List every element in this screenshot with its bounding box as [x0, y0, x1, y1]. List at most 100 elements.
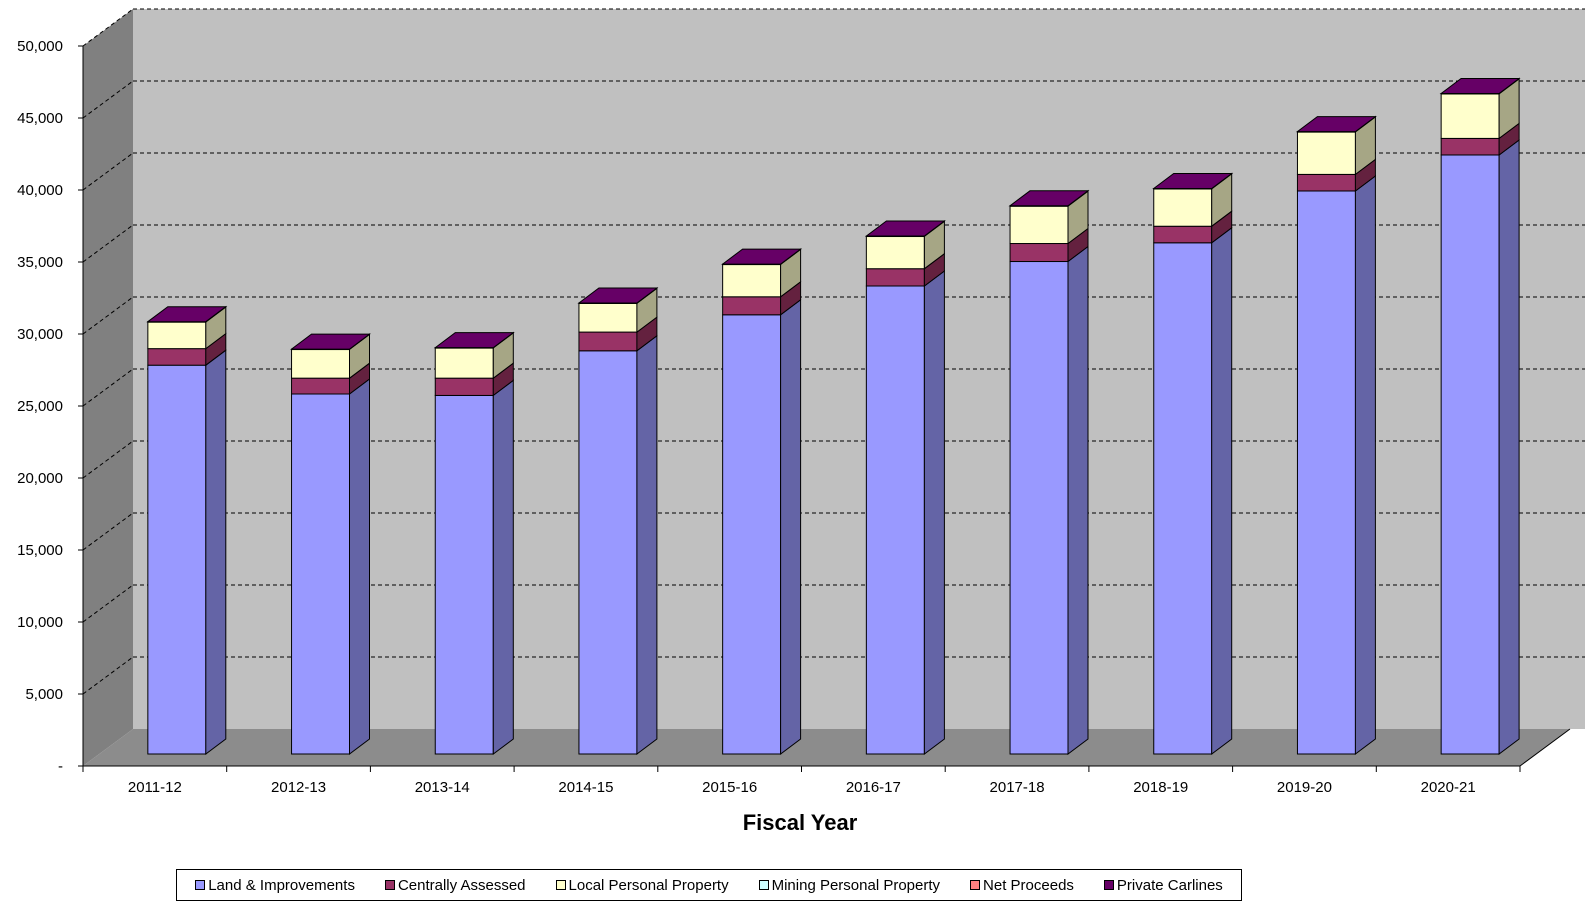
bar-segment-front — [434, 394, 494, 755]
y-tick-label: 10,000 — [17, 614, 63, 631]
y-tick-label: 45,000 — [17, 110, 63, 127]
legend-label: Mining Personal Property — [771, 876, 941, 894]
gridline-side — [82, 512, 134, 551]
y-tick-label: 15,000 — [17, 542, 63, 559]
bar-segment-front — [722, 314, 782, 755]
y-tick-label: 35,000 — [17, 254, 63, 271]
legend-label: Private Carlines — [1116, 876, 1223, 894]
bar-segment-front — [147, 364, 207, 755]
legend-swatch — [758, 880, 769, 890]
bar-segment-front — [865, 235, 925, 270]
bar-segment-front — [1440, 137, 1500, 156]
x-axis-title: Fiscal Year — [743, 810, 858, 835]
floor-edge — [1519, 728, 1571, 767]
bar-top — [433, 332, 515, 349]
x-tick-label: 2014-15 — [558, 779, 613, 796]
bar-segment-side — [1211, 226, 1233, 755]
gridline-side — [82, 8, 134, 47]
legend-item: Local Personal Property — [555, 877, 729, 894]
bar-stack — [577, 287, 659, 755]
bar-top — [1295, 116, 1377, 133]
legend-swatch — [1103, 880, 1114, 890]
bar-segment-front — [1296, 173, 1356, 192]
bar-top — [1439, 78, 1521, 94]
x-tick-label: 2015-16 — [702, 779, 757, 796]
legend-swatch — [555, 880, 566, 890]
bar-segment-front — [291, 348, 351, 379]
bar-top — [721, 248, 803, 265]
x-axis-ticks: 2011-12 2012-13 2013-14 2014-15 2015-16 2016-… — [82, 766, 1521, 796]
bar-segment-front — [578, 350, 638, 755]
legend-swatch — [384, 880, 395, 890]
bar-segment-front — [1296, 131, 1356, 175]
x-tick-label: 2011-12 — [128, 779, 182, 796]
bar-stack — [433, 331, 515, 755]
y-axis-ticks: - 5,000 10,000 15,000 20,000 25,000 30,000 35,0… — [17, 38, 83, 775]
bar-segment-front — [1009, 243, 1069, 263]
y-tick-label: - — [58, 758, 63, 775]
gridline-side — [82, 656, 134, 695]
gridline-side — [82, 296, 134, 335]
bar-segment-front — [291, 393, 351, 755]
legend-swatch — [970, 880, 981, 890]
bar-segment-side — [1498, 139, 1520, 755]
x-tick-label: 2013-14 — [415, 779, 470, 796]
y-tick-label: 40,000 — [17, 182, 63, 199]
x-tick-label: 2017-18 — [990, 779, 1045, 796]
legend-label: Net Proceeds — [983, 876, 1074, 894]
bar-segment-front — [865, 268, 925, 287]
bar-segment-front — [1009, 261, 1069, 755]
legend-item: Net Proceeds — [970, 877, 1074, 894]
bar-segment-front — [1153, 225, 1213, 244]
bar-segment-front — [1153, 188, 1213, 227]
legend-label: Centrally Assessed — [397, 876, 526, 894]
x-tick-label: 2020-21 — [1421, 779, 1476, 796]
gridline-side — [82, 152, 134, 191]
bar-stack — [1439, 77, 1521, 755]
bar-segment-front — [578, 331, 638, 352]
bar-stack — [290, 333, 371, 755]
bar-segment-side — [1354, 175, 1376, 755]
bar-stack — [1008, 189, 1090, 755]
bar-segment-side — [923, 270, 945, 755]
legend-item: Mining Personal Property — [758, 876, 941, 894]
legend-label: Land & Improvements — [208, 876, 355, 894]
legend-item: Centrally Assessed — [384, 876, 526, 894]
bar-top — [864, 220, 946, 237]
bar-segment-front — [1296, 190, 1356, 755]
legend-item: Land & Improvements — [195, 877, 355, 894]
bar-segment-front — [865, 285, 925, 755]
legend: Land & Improvements Centrally Assessed Loc… — [176, 869, 1242, 901]
bar-top — [1152, 173, 1234, 189]
y-tick-label: 25,000 — [17, 398, 63, 415]
bar-segment-front — [1153, 242, 1213, 755]
bar-segment-front — [1440, 93, 1500, 139]
gridline-side — [82, 368, 134, 407]
legend-item: Private Carlines — [1103, 876, 1223, 894]
bar-stack — [1152, 172, 1234, 755]
gridline-side — [82, 224, 134, 263]
bar-segment-front — [722, 296, 782, 316]
bar-top — [146, 306, 228, 323]
y-tick-label: 5,000 — [25, 686, 63, 703]
bar-segment-front — [434, 347, 494, 379]
bar-segment-front — [434, 377, 494, 396]
x-tick-label: 2012-13 — [271, 779, 326, 796]
bar-segment-side — [349, 378, 370, 755]
bars — [146, 77, 1521, 755]
gridline-side — [82, 584, 134, 623]
bar-segment-side — [205, 349, 227, 755]
y-tick-label: 50,000 — [17, 38, 63, 55]
x-tick-label: 2016-17 — [846, 779, 901, 796]
bar-segment-front — [147, 321, 207, 350]
bar-segment-front — [722, 263, 782, 298]
bar-top — [290, 333, 371, 350]
x-tick-label: 2019-20 — [1277, 779, 1332, 796]
bar-stack — [864, 220, 946, 755]
bar-stack — [146, 305, 228, 755]
y-tick-label: 20,000 — [17, 470, 63, 487]
bar-segment-front — [291, 377, 351, 395]
bar-stack — [1295, 115, 1377, 755]
bar-segment-side — [780, 298, 802, 755]
